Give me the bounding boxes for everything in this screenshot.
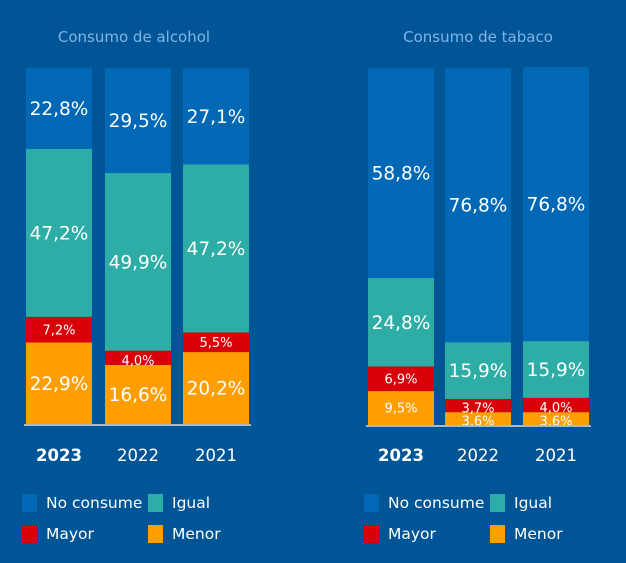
bar-segment-igual-2021 [183,164,249,333]
bar-segment-igual-2021 [523,341,589,398]
bar-segment-mayor-2022 [105,350,171,365]
legend-label: Mayor [388,525,436,543]
tabaco-chart-title: Consumo de tabaco [403,28,553,46]
bar-segment-mayor-2021 [183,332,249,353]
data-label-menor-2021: 20,2% [187,379,246,400]
data-label-menor-2022: 16,6% [109,385,168,406]
legend-label: Igual [514,494,553,512]
x-tick-label-2021: 2021 [195,446,237,465]
alcohol-chart-plot: 22,9% 7,2% 47,2% 22,8% 2023 16,6% 4,0% 49,9% 29,… [24,67,251,465]
data-label-mayor-2021: 5,5% [199,336,232,351]
legend-item-no-consume: No consume [22,494,142,512]
bar-segment-mayor-2022 [445,398,511,413]
legend-swatch [22,525,37,543]
x-tick-label-2022: 2022 [457,446,499,465]
tabaco-chart-panel: Consumo de tabaco 9,5% 6,9% 24,8% 58,8% 2023… [313,0,626,563]
legend-swatch [148,525,163,543]
legend-swatch [490,525,505,543]
legend-label: No consume [46,494,143,512]
data-label-igual-2022: 15,9% [449,361,508,382]
data-label-mayor-2022: 4,0% [121,354,154,369]
alcohol-chart-title: Consumo de alcohol [57,28,211,46]
bar-segment-igual-2023 [368,277,434,367]
legend-item-mayor: Mayor [364,525,436,543]
data-label-mayor-2023: 6,9% [384,372,417,387]
legend-label: Igual [172,494,211,512]
legend-item-igual: Igual [148,494,210,512]
legend-label: No consume [388,494,485,512]
data-label-no-consume-2021: 27,1% [187,107,246,128]
data-label-mayor-2023: 7,2% [42,323,75,338]
bar-segment-no-consume-2022 [105,68,171,174]
data-label-mayor-2022: 3,7% [461,402,494,417]
x-tick-label-2022: 2022 [117,446,159,465]
x-tick-label-2021: 2021 [535,446,577,465]
legend-swatch [22,494,37,512]
legend-label: Mayor [46,525,94,543]
bar-segment-menor-2023 [26,342,92,424]
bar-segment-igual-2022 [445,342,511,399]
legend-swatch [364,525,379,543]
data-label-no-consume-2022: 76,8% [449,196,508,217]
data-label-menor-2021: 3,6% [539,415,572,430]
legend-item-mayor: Mayor [22,525,94,543]
bar-segment-igual-2023 [26,148,92,317]
data-label-igual-2022: 49,9% [109,253,168,274]
bar-segment-menor-2022 [105,364,171,424]
alcohol-legend: No consume Igual Mayor Menor [22,494,312,554]
legend-item-menor: Menor [490,525,563,543]
x-tick-label-2023: 2023 [36,446,82,465]
data-label-igual-2023: 47,2% [30,223,89,244]
legend-item-menor: Menor [148,525,221,543]
bar-segment-mayor-2023 [368,366,434,392]
bar-segment-no-consume-2023 [368,68,434,278]
data-label-mayor-2021: 4,0% [539,401,572,416]
data-label-no-consume-2021: 76,8% [527,195,586,216]
bar-segment-menor-2023 [368,391,434,425]
bar-segment-no-consume-2021 [523,66,589,342]
bar-segment-mayor-2023 [26,316,92,343]
data-label-igual-2021: 47,2% [187,239,246,260]
data-label-no-consume-2023: 22,8% [30,99,89,120]
data-label-menor-2023: 9,5% [384,402,417,417]
legend-label: Menor [172,525,221,543]
data-label-igual-2023: 24,8% [372,313,431,334]
tabaco-chart-plot: 9,5%6,9%24,8%58,8%20233,6%3,7%15,9%76,8%… [366,66,591,465]
data-label-no-consume-2022: 29,5% [109,111,168,132]
data-label-menor-2022: 3,6% [461,415,494,430]
legend-item-igual: Igual [490,494,552,512]
bar-segment-menor-2022 [445,412,511,425]
legend-swatch [148,494,163,512]
x-tick-label-2023: 2023 [378,446,424,465]
legend-swatch [364,494,379,512]
data-label-no-consume-2023: 58,8% [372,164,431,185]
bar-segment-menor-2021 [183,352,249,424]
legend-swatch [490,494,505,512]
bar-segment-mayor-2021 [523,397,589,413]
alcohol-chart-panel: Consumo de alcohol 22,9% 7,2% 47,2% 22,8% 20… [22,28,312,554]
bar-segment-igual-2022 [105,173,171,351]
data-label-igual-2021: 15,9% [527,360,586,381]
legend-label: Menor [514,525,563,543]
legend-item-no-consume: No consume [364,494,484,512]
bar-segment-menor-2021 [523,412,589,425]
bar-segment-no-consume-2021 [183,68,249,165]
bar-segment-no-consume-2022 [445,68,511,343]
bar-segment-no-consume-2023 [26,67,92,149]
data-label-menor-2023: 22,9% [30,374,89,395]
tabaco-legend: No consume Igual Mayor Menor [364,494,626,554]
